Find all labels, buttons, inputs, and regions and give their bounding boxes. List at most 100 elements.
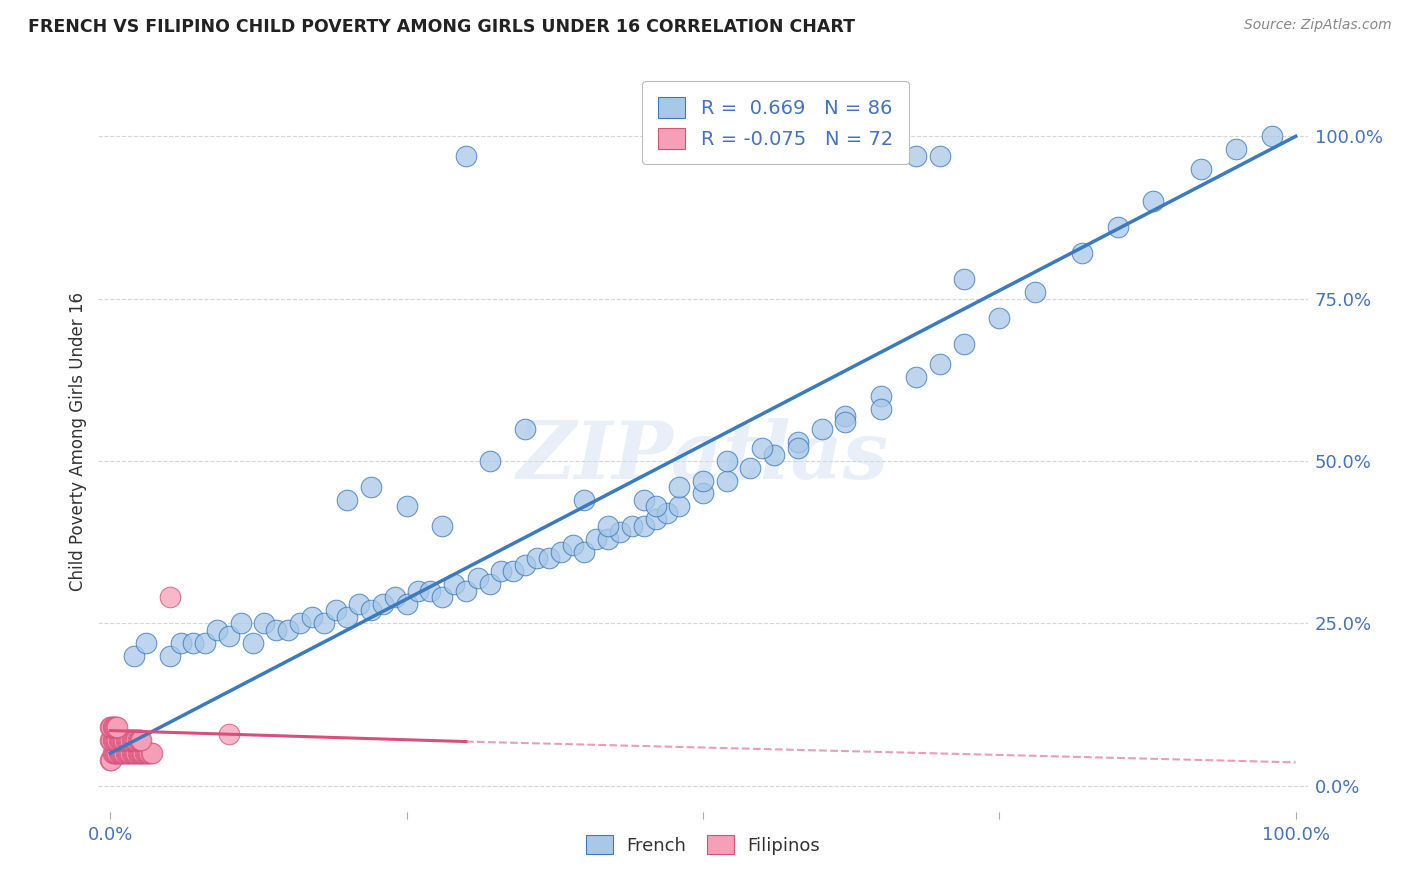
Point xyxy=(218,629,240,643)
Point xyxy=(740,460,762,475)
Point xyxy=(668,500,690,514)
Text: FRENCH VS FILIPINO CHILD POVERTY AMONG GIRLS UNDER 16 CORRELATION CHART: FRENCH VS FILIPINO CHILD POVERTY AMONG G… xyxy=(28,18,855,36)
Point xyxy=(110,733,132,747)
Point xyxy=(786,434,808,449)
Point xyxy=(121,733,143,747)
Point xyxy=(336,493,359,508)
Point xyxy=(105,746,128,760)
Point xyxy=(122,733,145,747)
Point xyxy=(408,583,430,598)
Point xyxy=(929,149,952,163)
Point xyxy=(312,616,335,631)
Point xyxy=(122,648,145,663)
Point xyxy=(136,746,159,760)
Point xyxy=(502,565,524,579)
Point xyxy=(301,610,323,624)
Point xyxy=(1071,246,1094,260)
Point xyxy=(108,746,131,760)
Point xyxy=(561,538,583,552)
Point xyxy=(105,733,128,747)
Point xyxy=(124,746,146,760)
Point xyxy=(574,493,596,508)
Point xyxy=(834,415,856,429)
Point xyxy=(105,733,128,747)
Point xyxy=(432,519,454,533)
Point xyxy=(181,636,204,650)
Point xyxy=(454,149,477,163)
Point xyxy=(609,525,631,540)
Point xyxy=(117,746,139,760)
Point xyxy=(751,441,773,455)
Point xyxy=(432,591,454,605)
Point xyxy=(120,733,142,747)
Point xyxy=(371,597,394,611)
Point xyxy=(118,746,141,760)
Point xyxy=(467,571,489,585)
Text: ZIPatlas: ZIPatlas xyxy=(517,417,889,495)
Point xyxy=(644,512,666,526)
Point xyxy=(115,746,138,760)
Point xyxy=(132,746,155,760)
Point xyxy=(264,623,287,637)
Point xyxy=(112,746,135,760)
Point xyxy=(1024,285,1046,300)
Point xyxy=(633,519,655,533)
Point xyxy=(929,357,952,371)
Point xyxy=(1142,194,1164,209)
Point xyxy=(98,733,121,747)
Point xyxy=(194,636,217,650)
Point xyxy=(118,733,141,747)
Point xyxy=(98,720,121,734)
Point xyxy=(384,591,406,605)
Point xyxy=(124,733,146,747)
Point xyxy=(103,746,125,760)
Legend: French, Filipinos: French, Filipinos xyxy=(579,828,827,862)
Point xyxy=(598,519,620,533)
Point xyxy=(159,591,181,605)
Point xyxy=(1107,220,1129,235)
Point xyxy=(515,421,537,435)
Point xyxy=(288,616,311,631)
Point xyxy=(360,603,382,617)
Point xyxy=(135,746,157,760)
Point xyxy=(114,746,136,760)
Point xyxy=(644,500,666,514)
Point xyxy=(537,551,560,566)
Point xyxy=(127,746,149,760)
Point xyxy=(121,746,143,760)
Point xyxy=(114,733,136,747)
Point xyxy=(598,532,620,546)
Point xyxy=(905,149,928,163)
Point xyxy=(692,474,714,488)
Point xyxy=(491,565,513,579)
Point xyxy=(454,583,477,598)
Point xyxy=(395,500,418,514)
Point xyxy=(205,623,228,637)
Point xyxy=(115,733,138,747)
Point xyxy=(111,746,134,760)
Point xyxy=(347,597,370,611)
Point xyxy=(125,746,148,760)
Point xyxy=(633,493,655,508)
Point xyxy=(136,746,159,760)
Point xyxy=(111,733,134,747)
Point xyxy=(253,616,276,631)
Point xyxy=(135,636,157,650)
Point xyxy=(515,558,537,572)
Point xyxy=(105,746,128,760)
Point xyxy=(121,733,143,747)
Point xyxy=(869,402,891,417)
Point xyxy=(129,733,152,747)
Point xyxy=(121,746,143,760)
Point xyxy=(692,486,714,500)
Point xyxy=(103,720,125,734)
Point xyxy=(129,746,152,760)
Point xyxy=(112,733,135,747)
Point xyxy=(103,733,125,747)
Point xyxy=(574,545,596,559)
Point xyxy=(120,746,142,760)
Point xyxy=(218,727,240,741)
Point xyxy=(395,597,418,611)
Point xyxy=(716,454,738,468)
Point xyxy=(550,545,572,559)
